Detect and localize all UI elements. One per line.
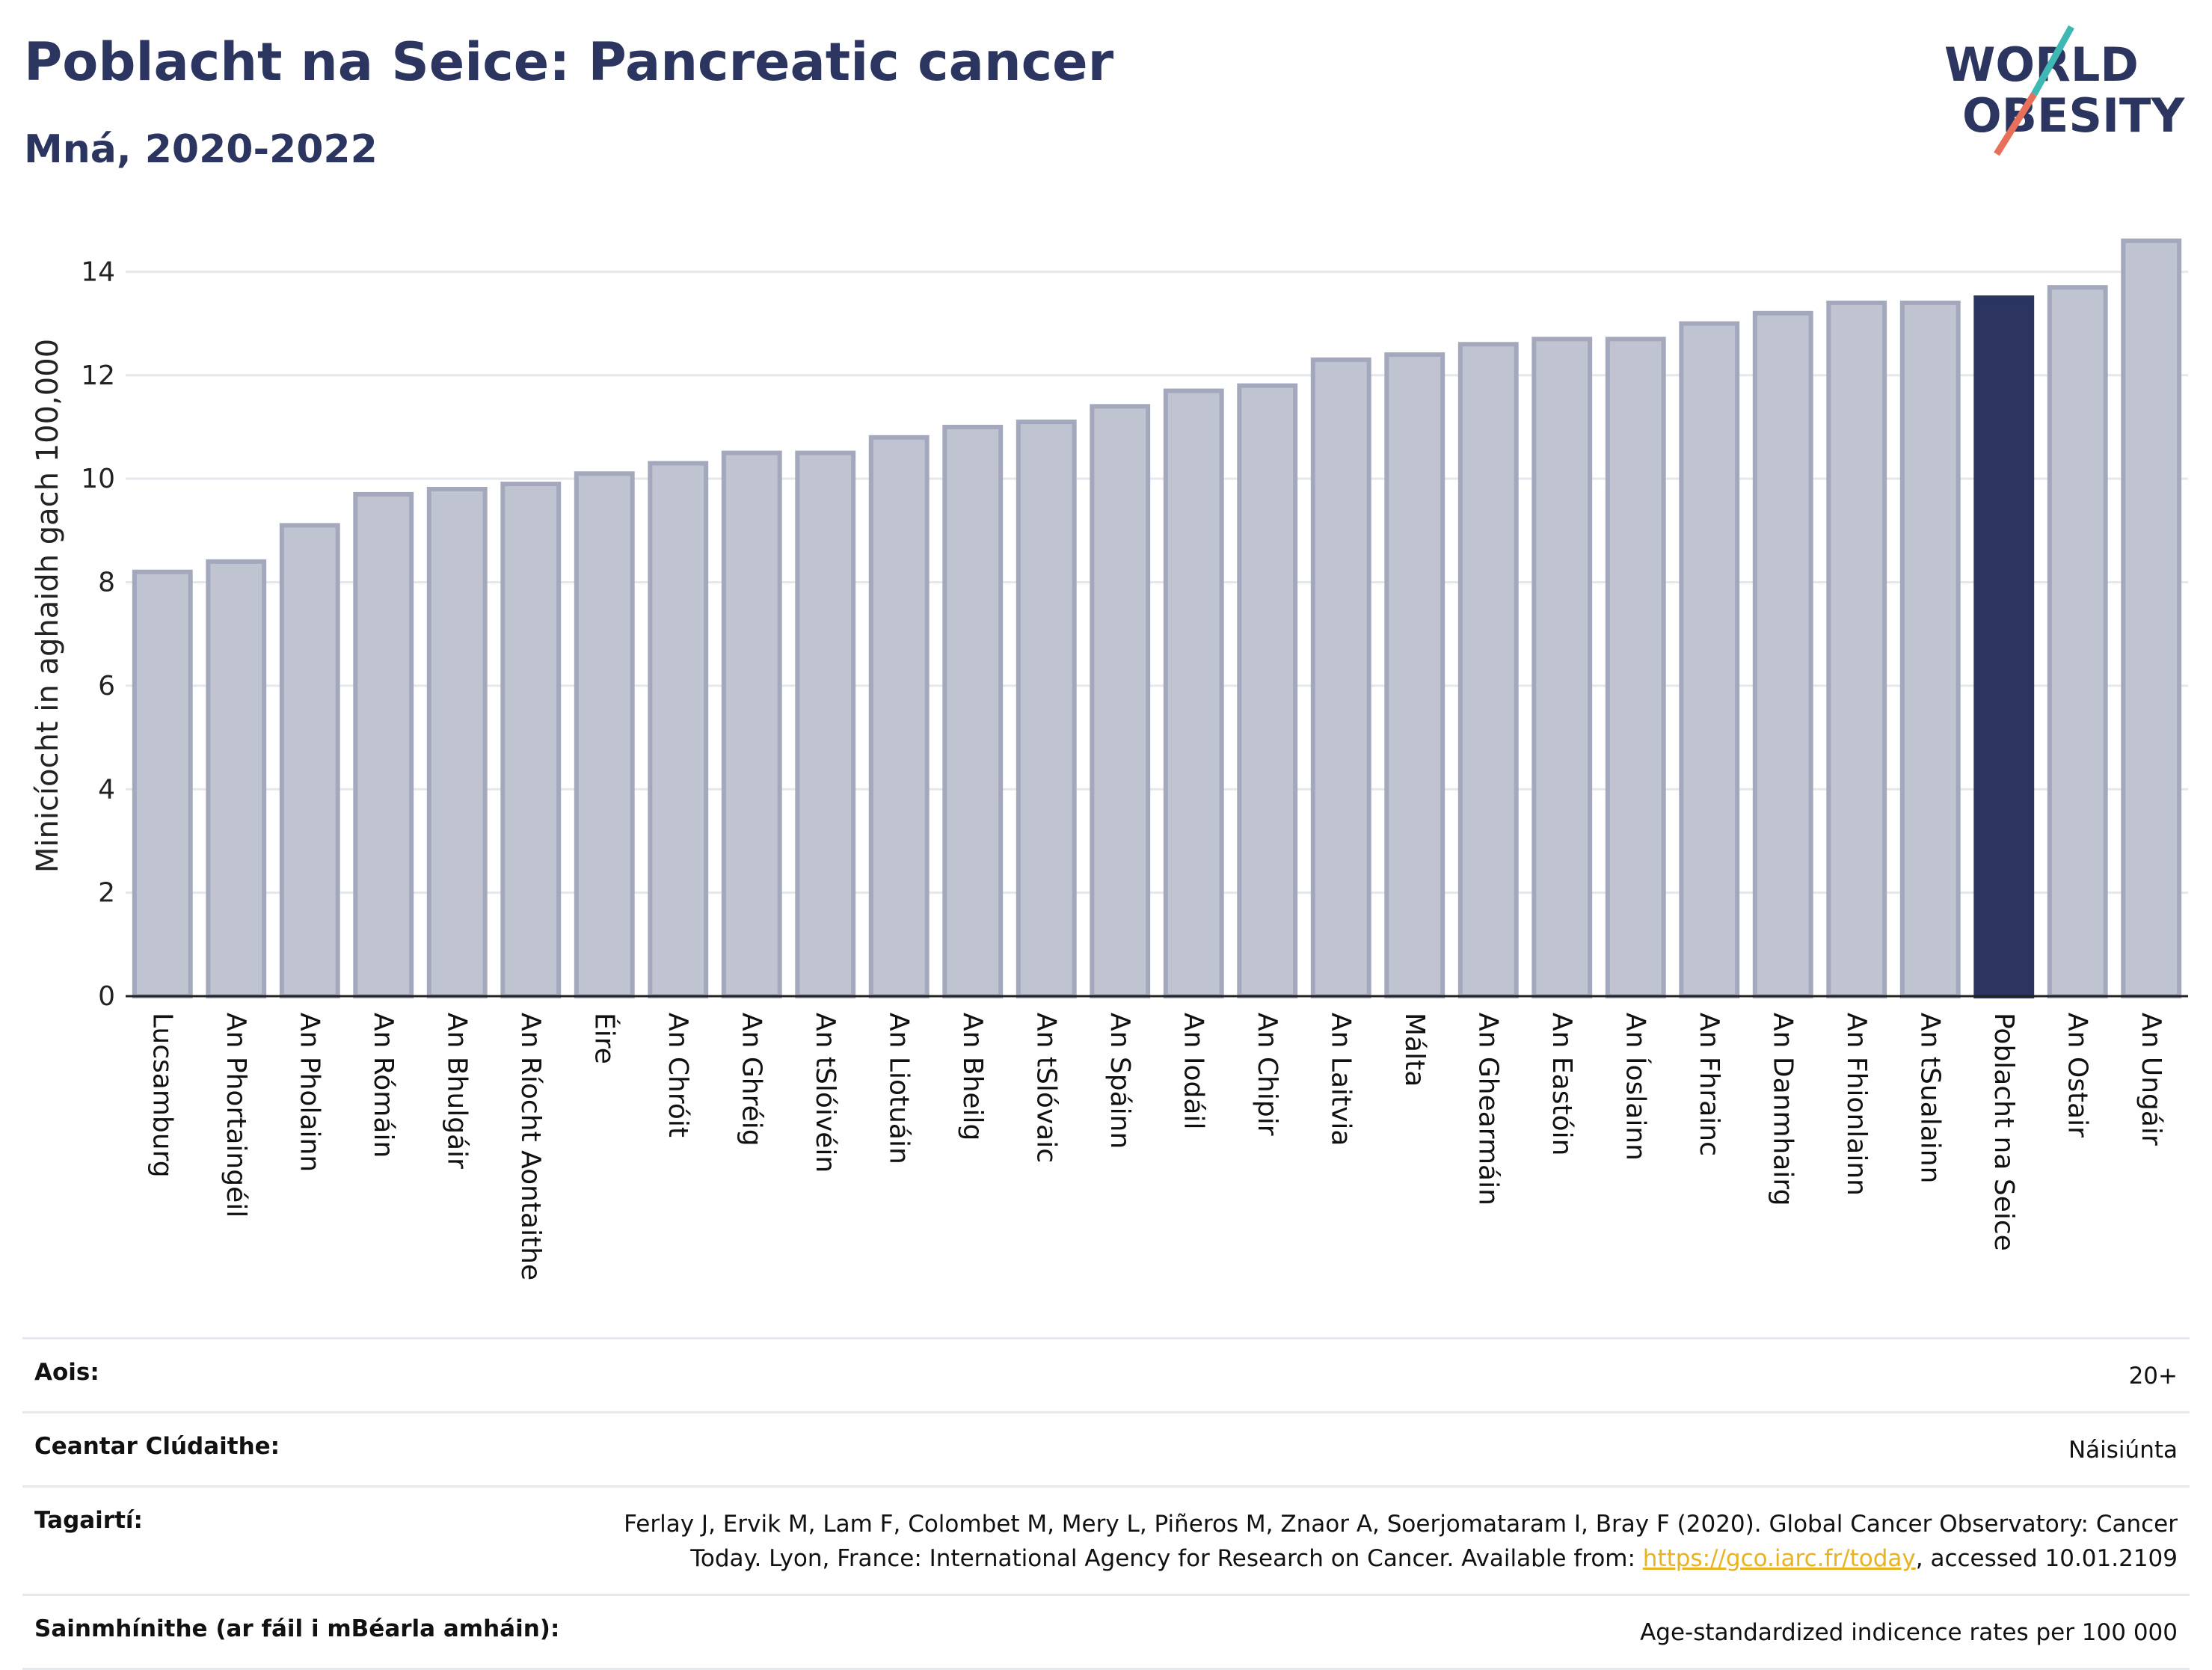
x-tick-label: An Iodáil xyxy=(1178,1013,1208,1129)
y-tick-label: 10 xyxy=(81,464,115,494)
bar xyxy=(1016,420,1077,998)
x-tick-label: An tSlóvaic xyxy=(1030,1013,1061,1163)
x-tick-label: Éire xyxy=(589,1013,620,1064)
bar xyxy=(1679,321,1740,998)
info-row-age: Aois: 20+ xyxy=(22,1337,2190,1411)
logo-line2: OBESITY xyxy=(1962,88,2185,143)
reference-link[interactable]: https://gco.iarc.fr/today xyxy=(1642,1545,1916,1572)
chart-subtitle: Mná, 2020-2022 xyxy=(24,127,378,172)
x-tick-label: An Fhionlainn xyxy=(1841,1013,1872,1196)
x-tick-label: An Chróit xyxy=(663,1013,693,1138)
bar xyxy=(500,482,562,998)
x-tick-label: An Fhrainc xyxy=(1694,1013,1724,1156)
x-tick-label: An Laitvia xyxy=(1325,1013,1356,1146)
x-tick-label: An Ghréig xyxy=(736,1013,766,1146)
bar xyxy=(1384,352,1446,998)
x-tick-label: An tSlóivéin xyxy=(810,1013,841,1173)
x-tick-label: An Rómáin xyxy=(368,1013,399,1158)
bar xyxy=(1237,383,1298,998)
y-tick-label: 0 xyxy=(98,981,115,1012)
bar xyxy=(426,487,488,998)
info-value-coverage: Náisiúnta xyxy=(2068,1437,2178,1464)
x-tick-label: An Ríocht Aontaithe xyxy=(515,1013,546,1280)
info-row-references: Tagairtí: Ferlay J, Ervik M, Lam F, Colo… xyxy=(22,1485,2190,1594)
bar xyxy=(279,523,340,998)
info-label-coverage: Ceantar Clúdaithe: xyxy=(34,1433,280,1460)
bar xyxy=(353,491,414,998)
info-row-coverage: Ceantar Clúdaithe: Náisiúnta xyxy=(22,1411,2190,1485)
logo-slash-coral xyxy=(1994,92,2037,156)
bar-chart: 0 2 4 6 8 10 12 14 Lucsamburg An Phortaingéil An P… xyxy=(81,238,2188,1280)
reference-text: Ferlay J, Ervik M, Lam F, Colombet M, Me… xyxy=(624,1511,2178,1572)
info-value-definitions: Age-standardized indicence rates per 100… xyxy=(1640,1619,2178,1646)
bar xyxy=(721,450,782,998)
bar xyxy=(1457,342,1519,998)
info-label-definitions: Sainmhínithe (ar fáil i mBéarla amháin): xyxy=(34,1615,560,1642)
bar xyxy=(1973,295,2035,999)
logo-slash-teal xyxy=(2031,25,2074,96)
bar xyxy=(2121,238,2182,998)
y-tick-label: 14 xyxy=(81,257,115,287)
y-tick-label: 6 xyxy=(98,671,115,702)
bar xyxy=(868,435,930,998)
bar xyxy=(132,569,193,998)
bar xyxy=(1310,357,1371,998)
bar xyxy=(648,461,709,998)
info-value-age: 20+ xyxy=(2128,1363,2178,1390)
info-table: Aois: 20+ Ceantar Clúdaithe: Náisiúnta T… xyxy=(22,1337,2190,1670)
x-tick-label: An Eastóin xyxy=(1546,1013,1577,1155)
info-row-definitions: Sainmhínithe (ar fáil i mBéarla amháin):… xyxy=(22,1594,2190,1670)
x-tick-label: An Bheilg xyxy=(957,1013,988,1141)
y-tick-label: 4 xyxy=(98,774,115,805)
x-tick-label: An Chipir xyxy=(1252,1013,1282,1136)
world-obesity-logo: WORLD OBESITY xyxy=(1944,25,2185,156)
x-tick-label: An Phortaingéil xyxy=(221,1013,251,1218)
bar xyxy=(1605,337,1666,998)
x-tick-label: An Liotuáin xyxy=(883,1013,914,1164)
info-value-references: Ferlay J, Ervik M, Lam F, Colombet M, Me… xyxy=(570,1507,2178,1576)
x-tick-label: An Íoslainn xyxy=(1620,1013,1651,1161)
bar xyxy=(1531,337,1593,998)
y-tick-label: 8 xyxy=(98,568,115,598)
bar xyxy=(1826,300,1887,998)
bar xyxy=(1752,310,1813,998)
x-tick-label: Málta xyxy=(1399,1013,1430,1087)
bar xyxy=(2047,285,2108,999)
x-tick-label: An Ghearmáin xyxy=(1472,1013,1503,1206)
bar xyxy=(574,471,635,998)
bar xyxy=(1090,404,1151,998)
x-tick-label: An Ungáir xyxy=(2136,1013,2166,1146)
x-tick-label: An Pholainn xyxy=(294,1013,325,1172)
x-tick-label: An Ostair xyxy=(2062,1013,2092,1138)
x-tick-label: An Bhulgáir xyxy=(441,1013,472,1169)
x-tick-label: Poblacht na Seice xyxy=(1988,1013,2019,1251)
y-tick-label: 2 xyxy=(98,878,115,909)
x-tick-label: Lucsamburg xyxy=(147,1013,177,1178)
info-label-age: Aois: xyxy=(34,1359,99,1386)
bar xyxy=(795,450,856,998)
bar xyxy=(942,424,1004,998)
bar xyxy=(206,559,267,998)
reference-accessed: , accessed 10.01.2109 xyxy=(1915,1545,2178,1572)
x-tick-label: An Spáinn xyxy=(1105,1013,1135,1149)
info-label-references: Tagairtí: xyxy=(34,1507,143,1534)
x-tick-label: An tSualainn xyxy=(1914,1013,1945,1183)
bar xyxy=(1899,300,1961,998)
bar xyxy=(1163,388,1224,998)
x-tick-label: An Danmhairg xyxy=(1767,1013,1798,1206)
y-tick-label: 12 xyxy=(81,360,115,391)
chart-title: Poblacht na Seice: Pancreatic cancer xyxy=(24,31,1114,93)
